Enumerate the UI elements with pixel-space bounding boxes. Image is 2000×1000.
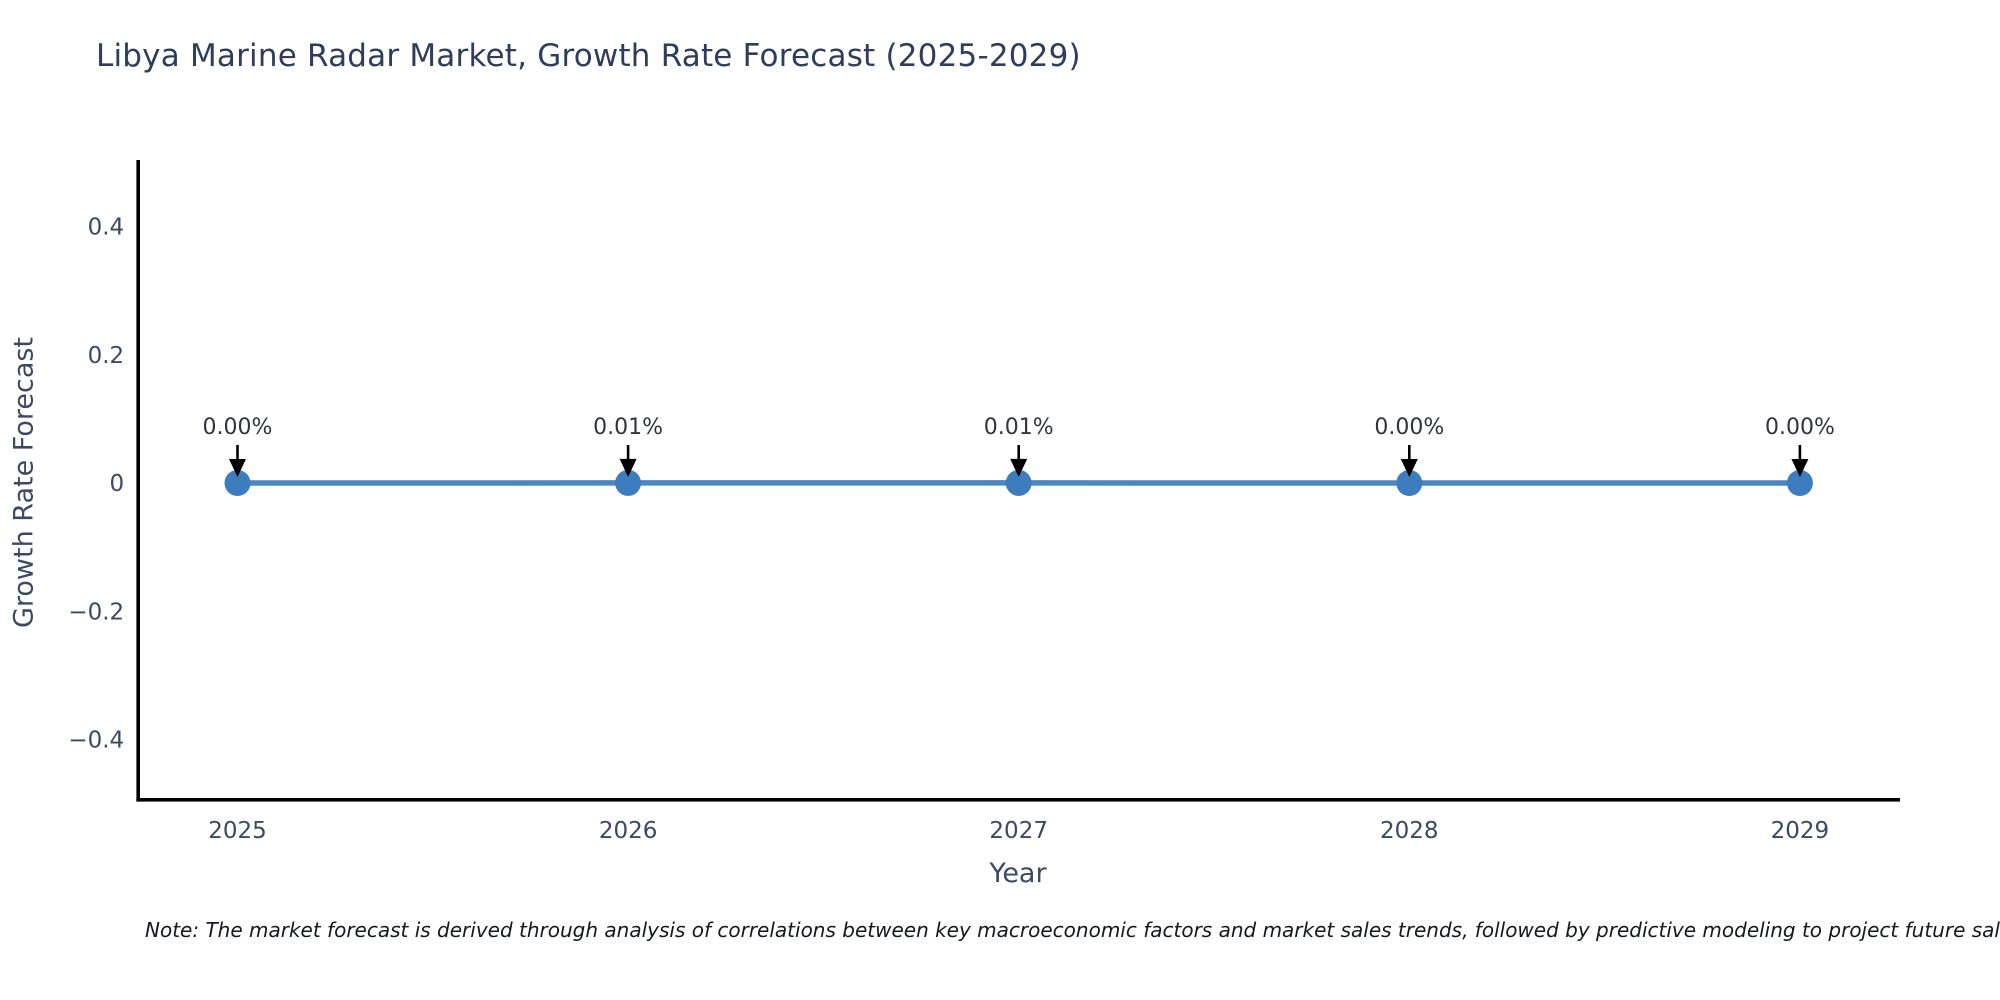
y-tick-label: 0 — [110, 471, 125, 497]
data-point — [1396, 470, 1423, 496]
y-axis-spine — [136, 160, 140, 802]
x-tick-label: 2029 — [1771, 818, 1830, 844]
annotation-arrow-head — [1791, 459, 1809, 477]
data-point-label: 0.00% — [203, 415, 273, 440]
data-point — [224, 470, 251, 496]
y-tick-label: −0.4 — [68, 728, 124, 754]
data-point — [1005, 469, 1032, 496]
data-point-label: 0.01% — [593, 415, 663, 440]
data-point-label: 0.00% — [1374, 415, 1444, 440]
footnote: Note: The market forecast is derived thr… — [145, 918, 2000, 942]
chart-title: Libya Marine Radar Market, Growth Rate F… — [96, 38, 1081, 74]
y-tick-label: 0.2 — [88, 343, 125, 369]
data-point — [615, 469, 642, 496]
data-point — [1786, 470, 1813, 496]
x-tick-label: 2025 — [208, 818, 267, 844]
annotation-arrow-head — [229, 459, 246, 477]
annotation-arrow-head — [619, 458, 637, 477]
x-axis-spine — [136, 798, 1900, 802]
x-tick-label: 2028 — [1380, 818, 1439, 844]
x-axis-label: Year — [989, 858, 1047, 889]
x-tick-label: 2026 — [599, 818, 658, 844]
annotation-arrow-head — [1400, 459, 1418, 477]
annotation-arrow-head — [1010, 458, 1028, 477]
y-tick-label: −0.2 — [68, 599, 124, 625]
data-point-label: 0.00% — [1765, 415, 1835, 440]
data-point-label: 0.01% — [984, 415, 1054, 440]
x-tick-label: 2027 — [989, 818, 1048, 844]
y-tick-label: 0.4 — [88, 215, 125, 241]
